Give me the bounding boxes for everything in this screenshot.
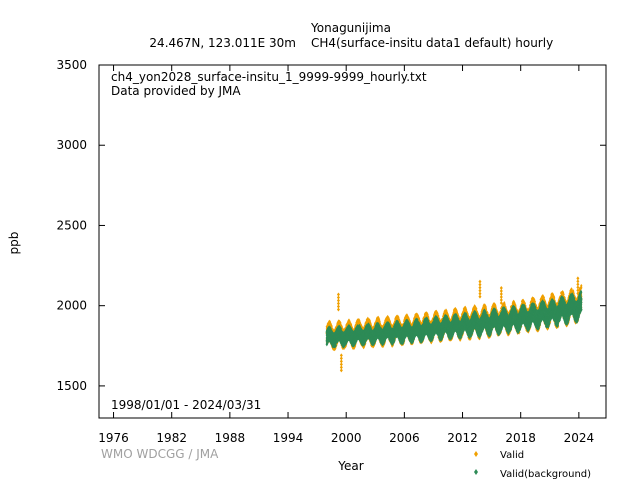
- y-tick-label: 3500: [56, 58, 87, 72]
- x-tick-label: 2012: [447, 431, 478, 445]
- x-tick-label: 1988: [215, 431, 246, 445]
- series-subtitle: CH4(surface-insitu data1 default) hourly: [311, 36, 553, 50]
- y-tick-label: 1500: [56, 379, 87, 393]
- station-title: Yonagunijima: [310, 21, 391, 35]
- location-subtitle: 24.467N, 123.011E 30m: [149, 36, 296, 50]
- y-tick-label: 2500: [56, 218, 87, 232]
- x-tick-label: 1982: [156, 431, 187, 445]
- data-point-valid: [330, 324, 333, 329]
- x-tick-label: 1976: [98, 431, 129, 445]
- x-tick-label: 1994: [273, 431, 304, 445]
- x-tick-label: 2018: [505, 431, 536, 445]
- y-tick-label: 2000: [56, 299, 87, 313]
- x-tick-label: 2000: [331, 431, 362, 445]
- plot-frame: [98, 64, 607, 419]
- x-tick-label: 2006: [389, 431, 420, 445]
- x-tick-label: 2024: [564, 431, 595, 445]
- y-tick-label: 3000: [56, 138, 87, 152]
- x-axis: 1976 1982 1988 1994 2000 2006 2012 2018 2024: [98, 65, 594, 445]
- y-axis: 1500 2000 2500 3000 3500: [56, 58, 606, 393]
